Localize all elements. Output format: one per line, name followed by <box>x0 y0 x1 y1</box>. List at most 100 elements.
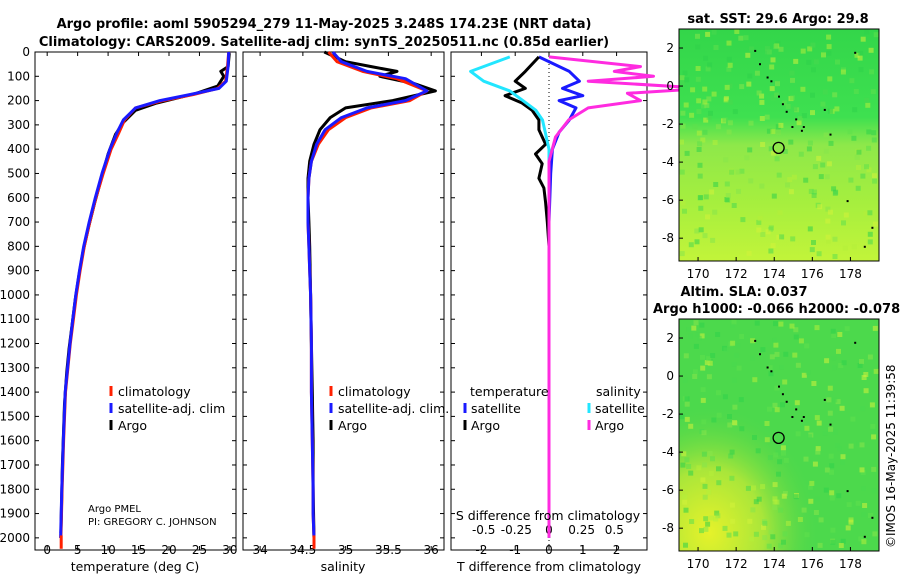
map-texture-cell <box>702 462 708 468</box>
map-texture-cell <box>695 66 701 71</box>
map-texture-cell <box>696 335 702 341</box>
map-texture-cell <box>712 140 718 145</box>
map-texture-cell <box>772 505 778 511</box>
map-texture-cell <box>871 434 877 440</box>
map-texture-cell <box>760 484 766 490</box>
map-texture-cell <box>724 197 730 202</box>
map-texture-cell <box>811 240 816 245</box>
depth-tick-label: 100 <box>7 69 30 83</box>
map-texture-cell <box>789 323 795 329</box>
map-texture-cell <box>764 437 770 443</box>
map-texture-cell <box>849 78 855 84</box>
map-texture-cell <box>745 52 751 58</box>
map-texture-cell <box>794 400 800 406</box>
map-texture-cell <box>747 73 753 79</box>
series-line-satellite-adj-clim <box>306 51 429 538</box>
map-texture-cell <box>727 99 733 105</box>
map-texture-cell <box>847 129 853 135</box>
map-texture-cell <box>831 365 837 371</box>
map-texture-cell <box>770 534 776 540</box>
x-tick-label: 25 <box>192 543 207 557</box>
series-line-argo <box>306 50 437 538</box>
map-texture-cell <box>812 461 818 467</box>
map-texture-cell <box>823 148 829 154</box>
map-texture-cell <box>772 337 778 343</box>
map-texture-cell <box>702 233 708 239</box>
map-texture-cell <box>727 120 733 126</box>
map-texture-cell <box>864 29 870 35</box>
legend-header-salinity: salinity <box>596 384 641 399</box>
map-texture-cell <box>872 325 878 331</box>
island-dot <box>791 126 794 128</box>
watermark: ©IMOS 16-May-2025 11:39:58 <box>884 364 898 548</box>
map-texture-cell <box>682 499 688 505</box>
map-texture-cell <box>873 221 878 227</box>
map-texture-cell <box>789 70 795 76</box>
map-texture-cell <box>801 507 807 513</box>
map-texture-cell <box>759 116 765 121</box>
map-texture-cell <box>814 496 820 502</box>
map-texture-cell <box>697 162 703 168</box>
x-tick-label: 0 <box>545 543 553 557</box>
map-texture-cell <box>790 236 796 242</box>
x-tick-label: -1 <box>509 543 521 557</box>
island-dot <box>778 385 780 388</box>
map-x-tick-label: 176 <box>801 267 824 281</box>
map-texture-cell <box>858 67 864 73</box>
map-texture-cell <box>867 231 873 237</box>
map-texture-cell <box>689 112 695 118</box>
map-texture-cell <box>691 325 697 331</box>
island-dot <box>823 108 826 111</box>
x-tick-label: 36 <box>424 543 439 557</box>
map-texture-cell <box>858 50 864 56</box>
map-y-tick-label: -2 <box>662 117 674 131</box>
map-texture-cell <box>831 186 837 192</box>
map-texture-cell <box>826 34 832 40</box>
map-texture-cell <box>729 502 735 508</box>
map-texture-cell <box>709 189 715 195</box>
map-texture-cell <box>736 188 741 194</box>
island-dot <box>802 416 805 418</box>
map-texture-cell <box>822 430 828 436</box>
map-texture-cell <box>793 334 799 340</box>
map-texture-cell <box>756 227 762 233</box>
map-texture-cell <box>731 377 737 383</box>
map-texture-cell <box>692 369 698 375</box>
map-texture-cell <box>734 29 740 34</box>
map-texture-cell <box>809 247 815 253</box>
map-texture-cell <box>860 173 866 179</box>
map-texture-cell <box>801 372 807 378</box>
map-texture-cell <box>765 49 770 55</box>
map-texture-cell <box>775 81 780 87</box>
map-texture-cell <box>773 321 778 327</box>
map-texture-cell <box>830 527 836 533</box>
map-texture-cell <box>840 538 846 544</box>
map-texture-cell <box>778 543 784 549</box>
map-texture-cell <box>845 525 851 531</box>
map-texture-cell <box>696 147 702 152</box>
map-texture-cell <box>873 368 879 374</box>
map-texture-cell <box>792 106 798 112</box>
map-y-tick-label: -4 <box>662 155 674 169</box>
map-texture-cell <box>739 334 745 339</box>
map-texture-cell <box>683 102 689 108</box>
map-texture-cell <box>857 363 863 368</box>
map-texture-cell <box>832 190 838 196</box>
map-texture-cell <box>830 328 836 334</box>
map-texture-cell <box>760 232 766 237</box>
map-texture-cell <box>871 466 877 472</box>
map-texture-cell <box>679 139 684 145</box>
map-y-tick-label: 0 <box>666 79 674 93</box>
depth-tick-label: 700 <box>7 215 30 229</box>
map-texture-cell <box>782 491 788 496</box>
map-texture-cell <box>680 123 686 129</box>
map-texture-cell <box>712 209 718 215</box>
island-dot <box>781 103 784 106</box>
map-texture-cell <box>809 480 815 486</box>
map-texture-cell <box>700 365 706 371</box>
map-texture-cell <box>836 348 841 354</box>
map-texture-cell <box>768 146 774 152</box>
map-texture-cell <box>683 542 688 548</box>
island-dot <box>829 133 832 136</box>
map-texture-cell <box>769 86 775 92</box>
